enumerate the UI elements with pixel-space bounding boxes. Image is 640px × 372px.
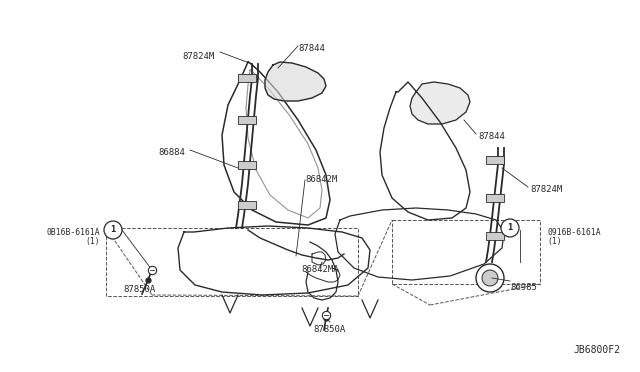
Polygon shape: [265, 62, 326, 101]
Bar: [238, 161, 256, 169]
Text: 1: 1: [508, 224, 513, 232]
Text: 87824M: 87824M: [183, 52, 215, 61]
Polygon shape: [410, 82, 470, 124]
Bar: [106, 228, 358, 296]
Text: 86842MA: 86842MA: [301, 265, 339, 274]
Text: 1: 1: [110, 225, 116, 234]
Text: JB6800F2: JB6800F2: [573, 345, 620, 355]
Circle shape: [104, 221, 122, 239]
Bar: [238, 116, 256, 124]
Text: 87824M: 87824M: [530, 185, 563, 194]
Text: 87844: 87844: [478, 132, 505, 141]
Bar: [238, 201, 256, 209]
Text: 86884: 86884: [158, 148, 185, 157]
Circle shape: [476, 264, 504, 292]
Bar: [392, 220, 540, 284]
Text: 87850A: 87850A: [124, 285, 156, 294]
Circle shape: [501, 219, 519, 237]
Text: 0B16B-6161A: 0B16B-6161A: [46, 228, 100, 237]
Bar: [486, 232, 504, 240]
Text: 87844: 87844: [298, 44, 325, 53]
Text: 86842M: 86842M: [305, 175, 337, 184]
Circle shape: [482, 270, 498, 286]
Bar: [486, 156, 504, 164]
Text: 0916B-6161A: 0916B-6161A: [547, 228, 600, 237]
Bar: [486, 194, 504, 202]
Text: (1): (1): [85, 237, 100, 246]
Text: (1): (1): [547, 237, 562, 246]
Text: 86985: 86985: [510, 283, 537, 292]
Text: 87850A: 87850A: [314, 325, 346, 334]
Bar: [238, 74, 256, 82]
